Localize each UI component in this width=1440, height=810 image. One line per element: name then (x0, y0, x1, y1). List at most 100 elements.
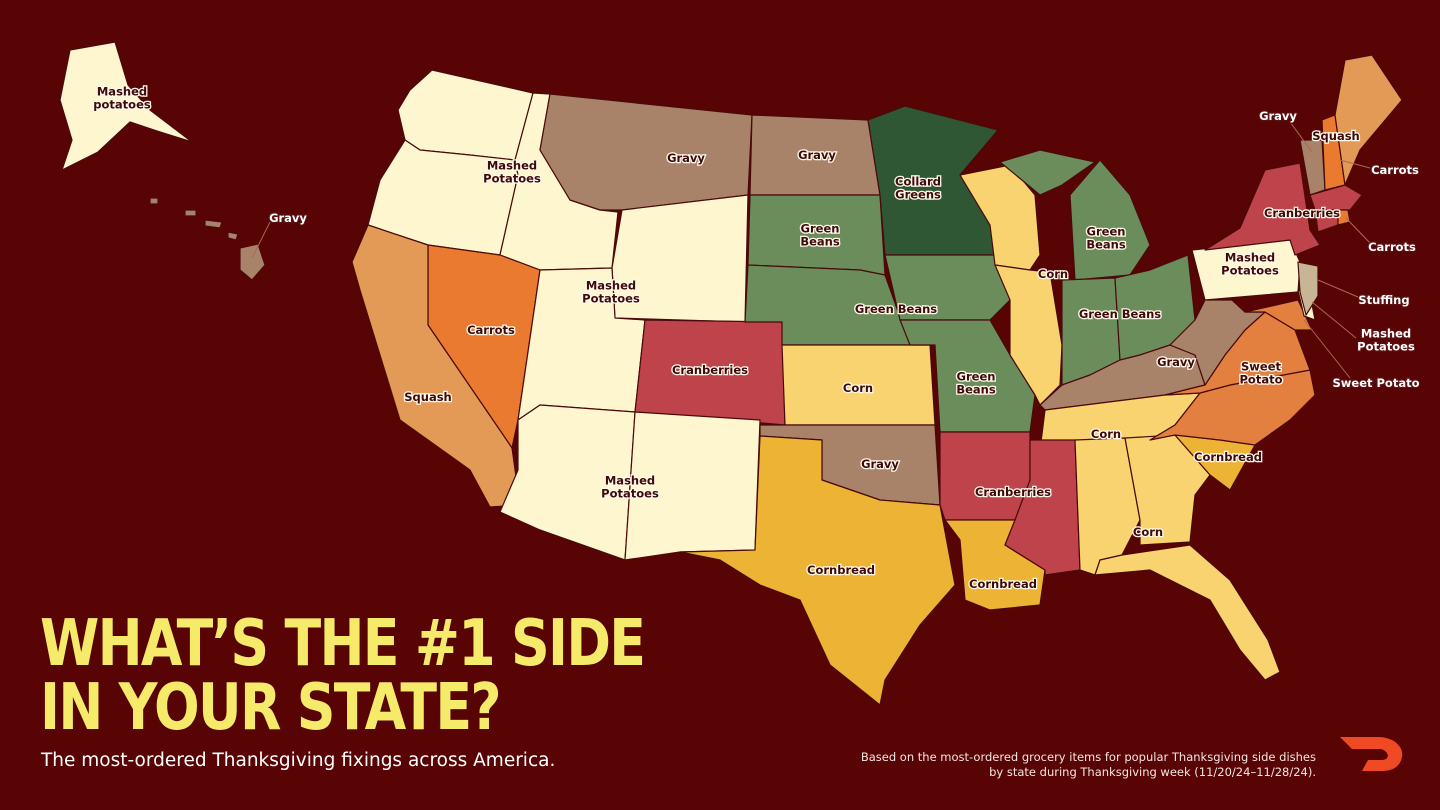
state-label: Potatoes (1357, 340, 1415, 354)
state-shape (539, 93, 753, 211)
headline-line-1: WHAT’S THE #1 SIDE (40, 607, 646, 681)
state-il (994, 264, 1063, 406)
doordash-logo-icon (1340, 737, 1403, 771)
state-shape (204, 219, 223, 229)
state-label: Squash (404, 390, 452, 404)
state-label: Corn (1133, 525, 1163, 539)
state-label: Mashed (605, 474, 655, 488)
state-tx (679, 435, 956, 706)
state-ak (59, 41, 193, 171)
state-md (1244, 299, 1313, 331)
state-shape (184, 209, 197, 217)
state-ma (1309, 184, 1363, 211)
state-label: Potatoes (483, 172, 541, 186)
state-label: Mashed (586, 279, 636, 293)
state-label: Potatoes (582, 292, 640, 306)
state-fl (1094, 544, 1281, 681)
state-shape (679, 435, 956, 706)
state-label: Beans (800, 235, 840, 249)
state-shape (1069, 159, 1151, 281)
state-label: Green (801, 222, 840, 236)
state-ia (884, 254, 1011, 321)
state-label: Gravy (269, 211, 307, 225)
state-label: Cornbread (969, 577, 1037, 591)
state-label: Green (957, 370, 996, 384)
state-label: Corn (843, 381, 873, 395)
state-label: Cranberries (672, 363, 748, 377)
state-ar (939, 431, 1031, 521)
footnote: Based on the most-ordered grocery items … (860, 750, 1316, 779)
state-label: Mashed (487, 159, 537, 173)
state-label: Potatoes (601, 487, 659, 501)
state-shape (397, 69, 534, 161)
state-shape (59, 41, 193, 171)
state-shape (351, 224, 521, 508)
state-label: Green (1087, 225, 1126, 239)
state-wv (1169, 299, 1266, 386)
state-shape (149, 197, 159, 205)
state-label: Mashed (97, 85, 147, 99)
state-label: Collard (895, 175, 941, 189)
state-shape (239, 243, 266, 281)
state-label: Carrots (1371, 163, 1419, 177)
state-label: Stuffing (1358, 293, 1409, 307)
leader-line (1303, 319, 1351, 379)
state-shape (994, 264, 1063, 406)
state-hi (149, 197, 266, 281)
state-label: Cranberries (975, 485, 1051, 499)
state-shape (1244, 299, 1313, 331)
state-label: Sweet (1241, 360, 1282, 374)
state-label: Carrots (1368, 240, 1416, 254)
state-mt (539, 93, 753, 211)
state-shapes (59, 41, 1403, 706)
state-label: potatoes (93, 98, 151, 112)
state-nc (1149, 369, 1316, 446)
state-label: Carrots (467, 323, 515, 337)
leader-line (1289, 121, 1313, 153)
state-label: Gravy (798, 148, 836, 162)
state-label: Potatoes (1221, 264, 1279, 278)
state-nj (1297, 261, 1319, 316)
state-shape (1094, 544, 1281, 681)
leader-line (1345, 217, 1371, 244)
state-ca (351, 224, 521, 508)
state-shape (1309, 184, 1363, 211)
state-label: Gravy (1259, 109, 1297, 123)
state-shape (1297, 261, 1319, 316)
state-label: Squash (1312, 129, 1360, 143)
state-shape (227, 231, 239, 241)
state-shape (884, 254, 1011, 321)
state-shape (1149, 369, 1316, 446)
state-shape (999, 149, 1096, 196)
state-ny (1204, 162, 1321, 256)
headline-line-2: IN YOUR STATE? (40, 671, 502, 745)
leader-line (1311, 301, 1357, 339)
subtitle: The most-ordered Thanksgiving fixings ac… (41, 750, 556, 771)
state-label: Gravy (1157, 355, 1195, 369)
leader-line (251, 221, 271, 259)
state-label: Mashed (1361, 327, 1411, 341)
state-label: Gravy (861, 457, 899, 471)
state-label: Gravy (667, 151, 705, 165)
headline: WHAT’S THE #1 SIDE IN YOUR STATE? (40, 607, 646, 745)
state-label: Potato (1240, 373, 1283, 387)
state-label: Cornbread (1194, 450, 1262, 464)
state-shape (1204, 162, 1321, 256)
state-shape (939, 431, 1031, 521)
state-label: Mashed (1225, 251, 1275, 265)
state-label: Cornbread (807, 563, 875, 577)
state-label: Green Beans (855, 302, 937, 316)
leader-lines (251, 121, 1371, 379)
state-label: Corn (1091, 427, 1121, 441)
state-label: Corn (1038, 267, 1068, 281)
state-wa (397, 69, 534, 161)
state-label: Beans (1086, 238, 1126, 252)
state-label: Greens (895, 188, 941, 202)
state-label: Beans (956, 383, 996, 397)
leader-line (1317, 279, 1359, 298)
state-label: Green Beans (1079, 307, 1161, 321)
leader-line (1339, 159, 1371, 169)
state-shape (1169, 299, 1266, 386)
